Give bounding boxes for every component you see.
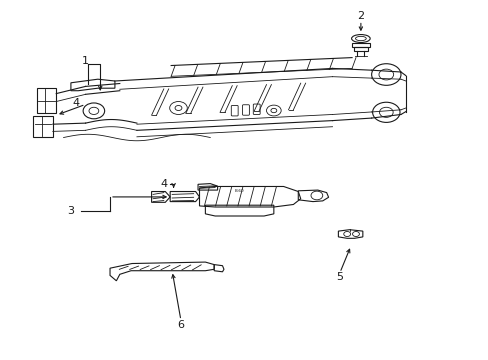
Text: 2: 2 xyxy=(357,11,364,21)
Text: 4: 4 xyxy=(160,179,167,189)
Text: B-60: B-60 xyxy=(234,189,244,193)
Text: 6: 6 xyxy=(177,320,184,330)
Text: 4: 4 xyxy=(72,98,79,108)
Text: 5: 5 xyxy=(336,272,343,282)
Text: 1: 1 xyxy=(82,56,89,66)
Text: 3: 3 xyxy=(67,206,74,216)
